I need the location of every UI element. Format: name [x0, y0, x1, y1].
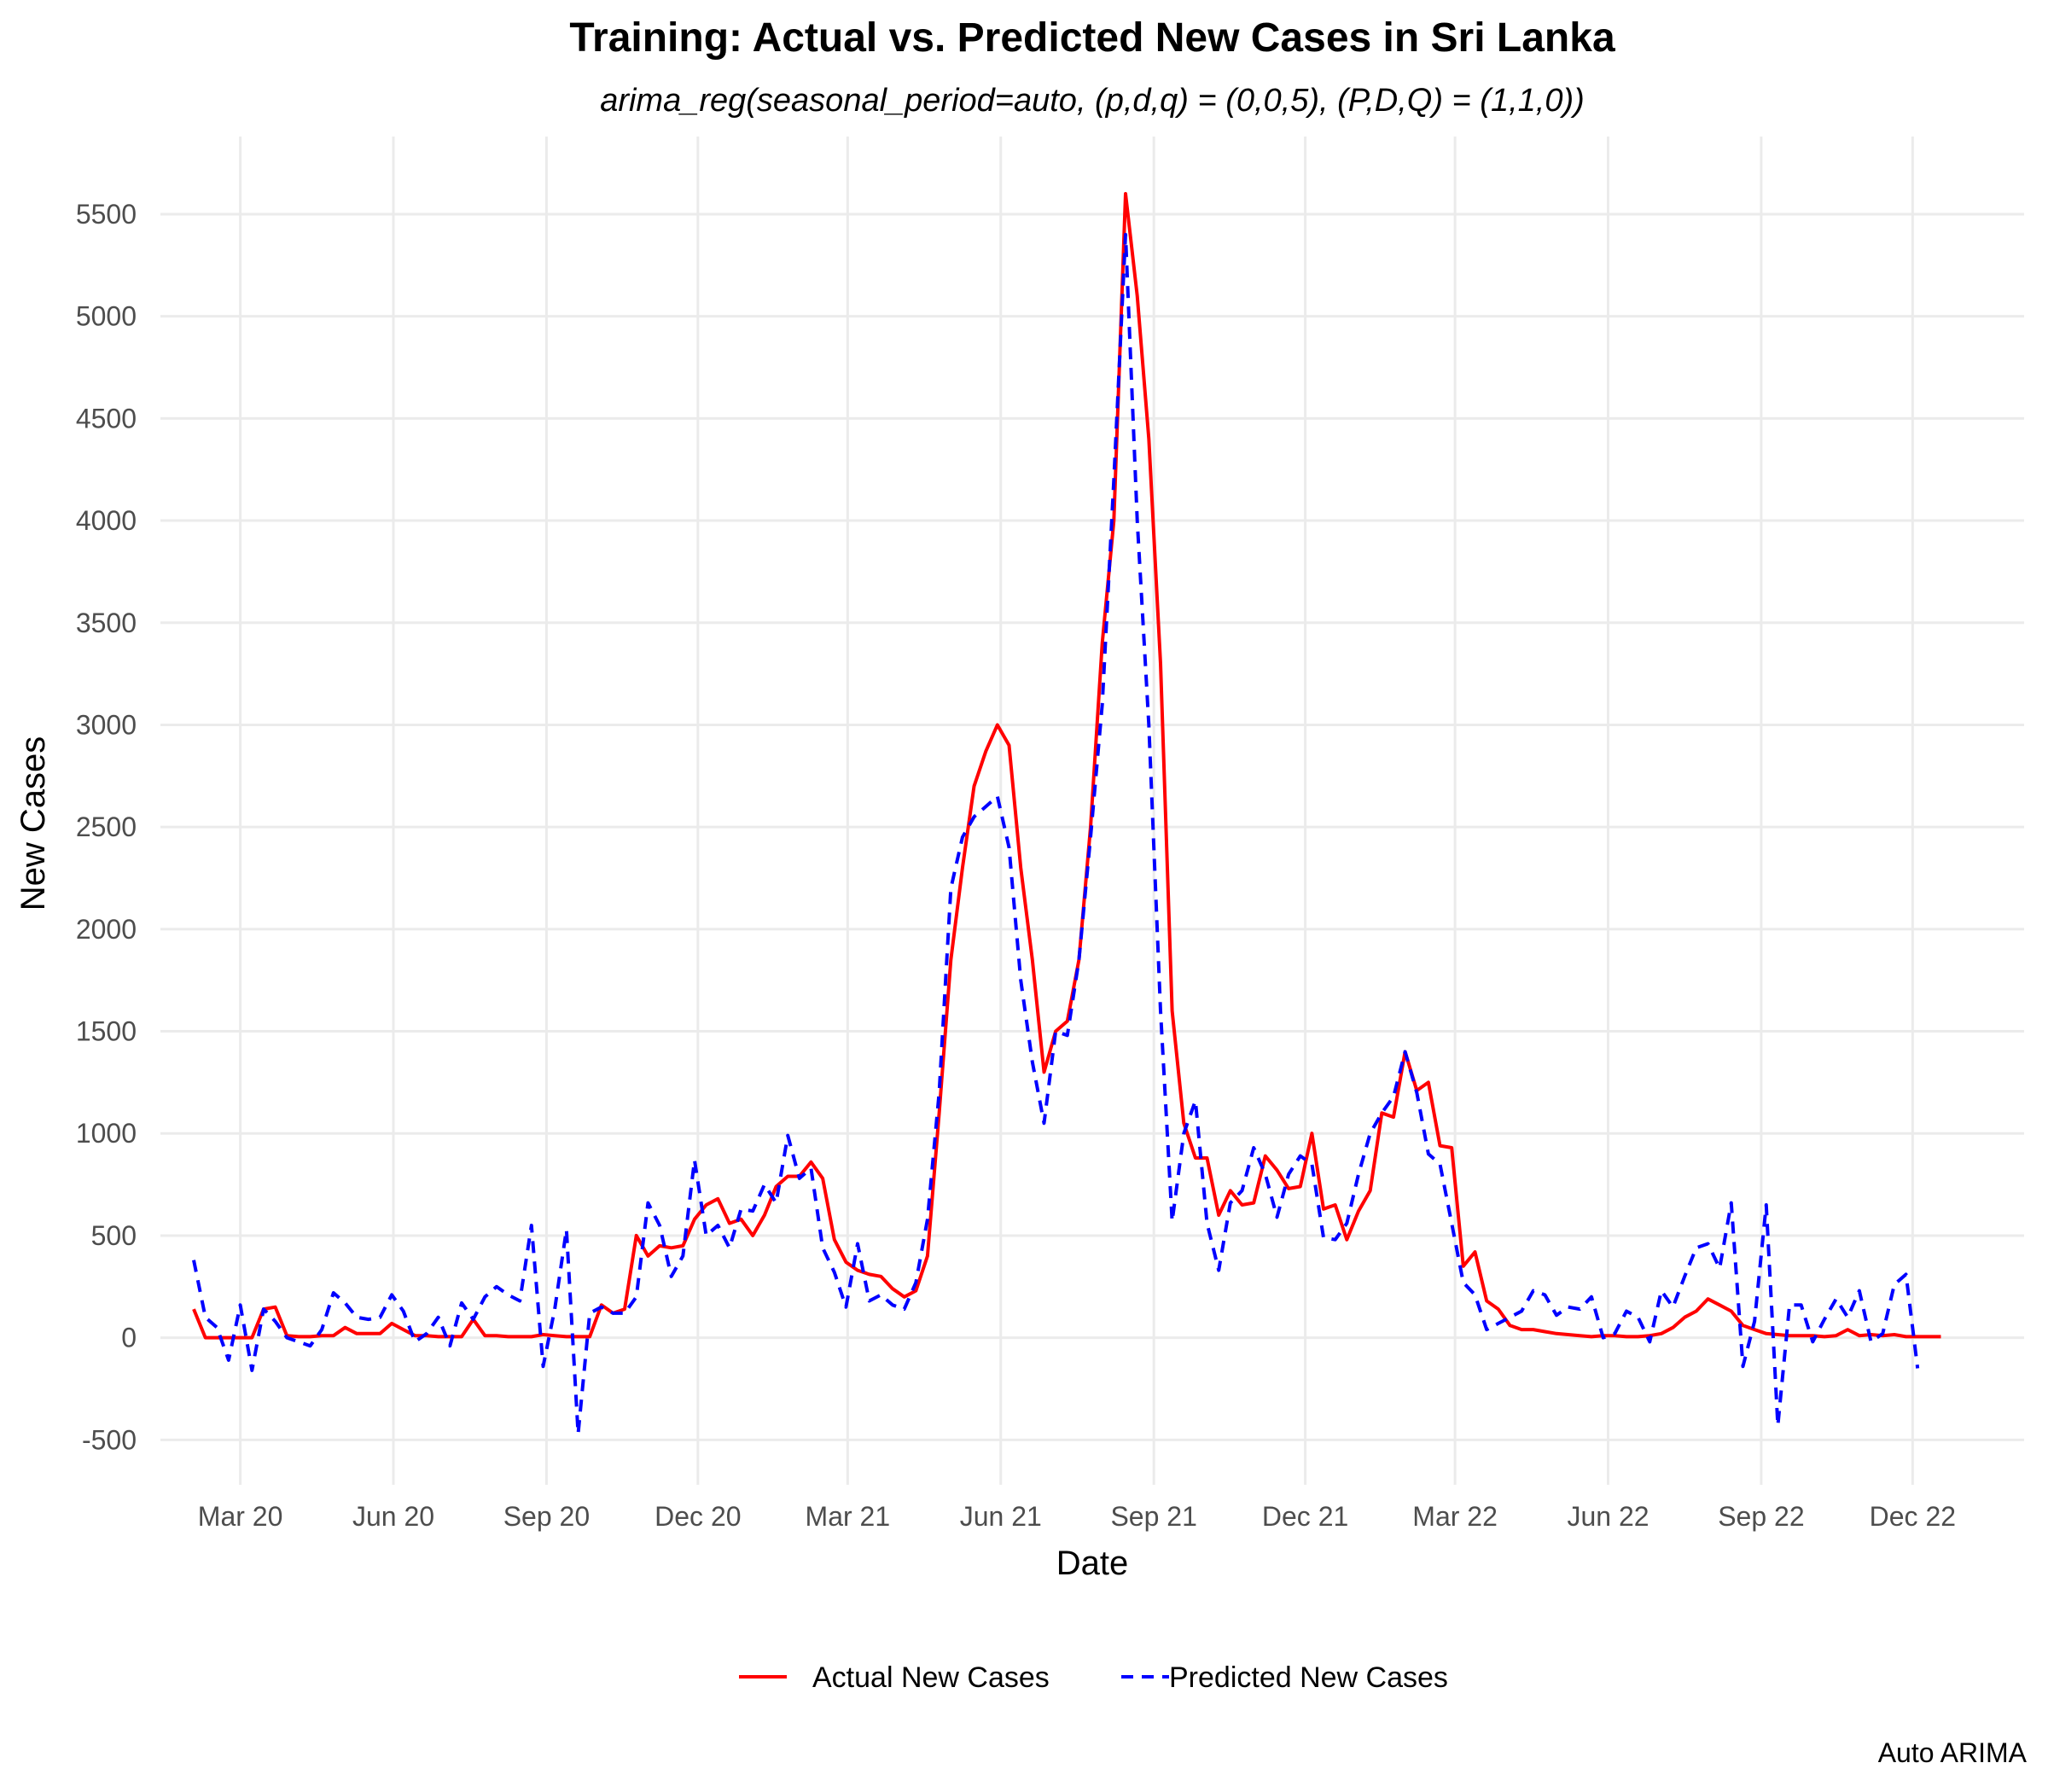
x-tick-label: Mar 22: [1412, 1501, 1498, 1532]
chart-subtitle: arima_reg(seasonal_period=auto, (p,d,q) …: [600, 83, 1585, 119]
y-tick-label: 4000: [76, 505, 137, 536]
chart-caption: Auto ARIMA: [1878, 1737, 2028, 1768]
y-tick-label: 2500: [76, 812, 137, 842]
y-tick-label: 1500: [76, 1016, 137, 1047]
series-line-predicted: [192, 232, 1920, 1436]
series-line-actual: [192, 192, 1941, 1340]
y-tick-label: 5500: [76, 199, 137, 230]
x-tick-label: Jun 21: [960, 1501, 1042, 1532]
x-tick-label: Dec 22: [1870, 1501, 1956, 1532]
x-tick-label: Sep 22: [1718, 1501, 1804, 1532]
legend-label-actual: Actual New Cases: [812, 1661, 1050, 1694]
gridlines: [160, 137, 2024, 1485]
x-tick-label: Dec 20: [655, 1501, 741, 1532]
y-tick-label: 3500: [76, 608, 137, 638]
x-tick-label: Jun 22: [1567, 1501, 1649, 1532]
x-tick-label: Sep 20: [503, 1501, 590, 1532]
x-tick-label: Mar 20: [198, 1501, 283, 1532]
y-tick-label: -500: [82, 1424, 137, 1455]
y-axis-ticks: -500 0 500 1000 1500 2000 2500 3000 3500 4000 4500…: [76, 199, 137, 1455]
y-tick-label: 4500: [76, 403, 137, 433]
x-tick-label: Sep 21: [1110, 1501, 1196, 1532]
x-tick-label: Dec 21: [1262, 1501, 1348, 1532]
legend-label-predicted: Predicted New Cases: [1169, 1661, 1448, 1694]
y-tick-label: 0: [121, 1323, 137, 1353]
series-lines: [192, 192, 1941, 1436]
y-tick-label: 5000: [76, 301, 137, 332]
x-tick-label: Jun 20: [352, 1501, 434, 1532]
chart-title: Training: Actual vs. Predicted New Cases…: [569, 15, 1615, 61]
legend: Actual New Cases Predicted New Cases: [739, 1661, 1448, 1694]
x-tick-label: Mar 21: [806, 1501, 891, 1532]
y-tick-label: 3000: [76, 709, 137, 740]
x-axis-ticks: Mar 20 Jun 20 Sep 20 Dec 20 Mar 21 Jun 21 Sep …: [198, 1501, 1956, 1532]
x-axis-title: Date: [1056, 1545, 1129, 1582]
y-axis-title: New Cases: [15, 736, 52, 911]
y-tick-label: 2000: [76, 914, 137, 945]
y-tick-label: 1000: [76, 1118, 137, 1149]
y-tick-label: 500: [91, 1220, 137, 1251]
